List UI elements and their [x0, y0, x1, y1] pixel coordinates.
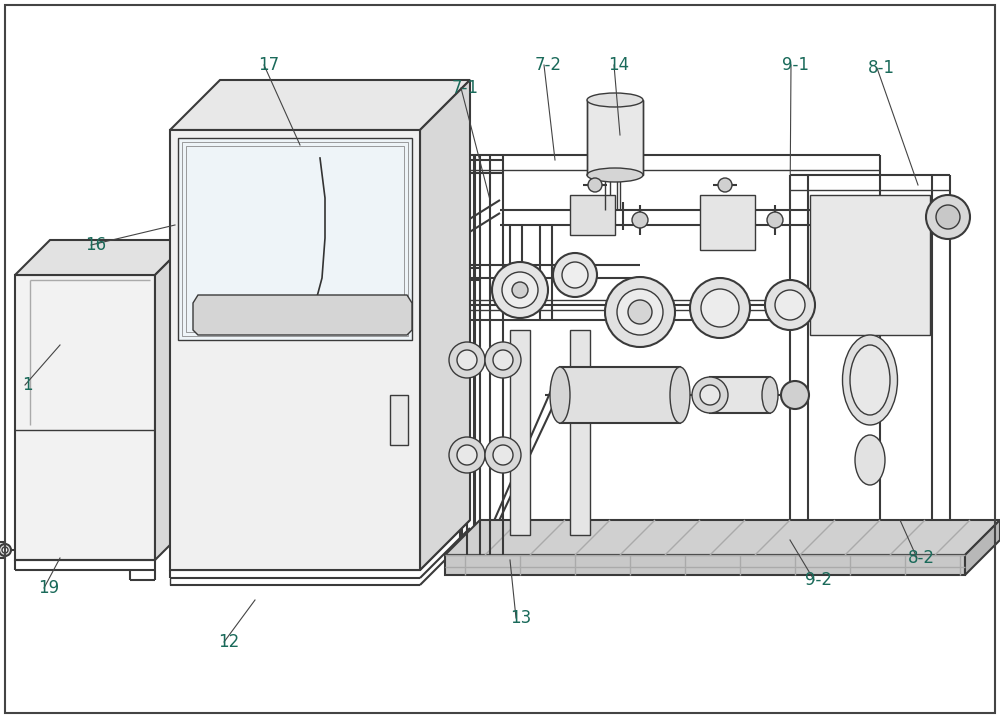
Circle shape: [572, 212, 588, 228]
Polygon shape: [178, 138, 412, 340]
Circle shape: [700, 385, 720, 405]
Ellipse shape: [587, 93, 643, 107]
Circle shape: [628, 300, 652, 324]
Polygon shape: [965, 520, 1000, 575]
Bar: [570, 195, 615, 235]
Bar: [0, 542, 5, 558]
Ellipse shape: [550, 367, 570, 423]
Circle shape: [553, 253, 597, 297]
Bar: [587, 100, 643, 175]
Bar: [700, 195, 755, 250]
Circle shape: [718, 178, 732, 192]
Circle shape: [781, 381, 809, 409]
Text: 9-1: 9-1: [782, 56, 809, 74]
Circle shape: [617, 289, 663, 335]
Text: 14: 14: [608, 56, 629, 74]
Circle shape: [767, 212, 783, 228]
Circle shape: [493, 350, 513, 370]
Ellipse shape: [762, 377, 778, 413]
Ellipse shape: [850, 345, 890, 415]
Polygon shape: [445, 555, 965, 575]
Circle shape: [605, 277, 675, 347]
Polygon shape: [15, 275, 155, 560]
Polygon shape: [193, 295, 412, 335]
Text: 7-1: 7-1: [452, 79, 479, 97]
Polygon shape: [560, 367, 680, 423]
Text: 8-2: 8-2: [908, 549, 935, 567]
Circle shape: [562, 262, 588, 288]
Circle shape: [457, 350, 477, 370]
Circle shape: [765, 280, 815, 330]
Text: 8-1: 8-1: [868, 59, 895, 77]
Circle shape: [485, 437, 521, 473]
Ellipse shape: [855, 435, 885, 485]
Bar: [810, 195, 930, 335]
Polygon shape: [445, 520, 1000, 555]
Text: 17: 17: [258, 56, 279, 74]
Text: 16: 16: [85, 236, 106, 254]
Polygon shape: [170, 130, 420, 570]
Circle shape: [485, 342, 521, 378]
Text: 1: 1: [22, 376, 33, 394]
Text: 12: 12: [218, 633, 239, 651]
Ellipse shape: [587, 168, 643, 182]
Polygon shape: [570, 330, 590, 535]
Circle shape: [588, 178, 602, 192]
Polygon shape: [155, 240, 190, 560]
Bar: [390, 395, 408, 445]
Circle shape: [512, 282, 528, 298]
Polygon shape: [15, 240, 190, 275]
Circle shape: [493, 445, 513, 465]
Polygon shape: [510, 330, 530, 535]
Text: 19: 19: [38, 579, 59, 597]
Circle shape: [692, 377, 728, 413]
Circle shape: [701, 289, 739, 327]
Circle shape: [775, 290, 805, 320]
Polygon shape: [420, 80, 470, 570]
Circle shape: [2, 547, 8, 553]
Circle shape: [457, 445, 477, 465]
Text: 13: 13: [510, 609, 531, 627]
Circle shape: [502, 272, 538, 308]
Ellipse shape: [670, 367, 690, 423]
Ellipse shape: [842, 335, 898, 425]
Circle shape: [926, 195, 970, 239]
Bar: [182, 142, 408, 336]
Circle shape: [449, 342, 485, 378]
Polygon shape: [710, 377, 770, 413]
Circle shape: [690, 278, 750, 338]
Circle shape: [492, 262, 548, 318]
Circle shape: [702, 212, 718, 228]
Circle shape: [449, 437, 485, 473]
Circle shape: [0, 544, 11, 556]
Polygon shape: [170, 80, 470, 130]
Circle shape: [632, 212, 648, 228]
Bar: [186, 146, 404, 332]
Text: 7-2: 7-2: [535, 56, 562, 74]
Text: 9-2: 9-2: [805, 571, 832, 589]
Circle shape: [936, 205, 960, 229]
